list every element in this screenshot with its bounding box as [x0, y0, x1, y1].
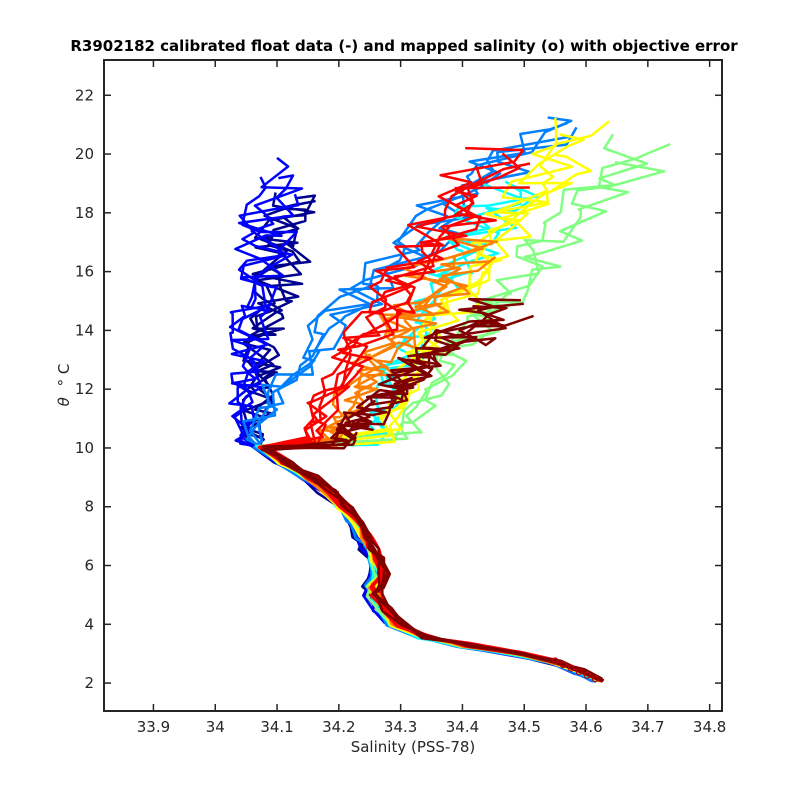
svg-text:θ ° C: θ ° C — [55, 364, 73, 407]
y-axis-label-symbol: θ — [55, 397, 73, 406]
y-tick-label: 2 — [84, 674, 94, 692]
profile-line — [260, 320, 603, 681]
x-tick-label: 34 — [206, 718, 225, 736]
mapped-salinity-marker — [559, 660, 567, 669]
y-tick-label: 8 — [84, 498, 94, 516]
x-tick-label: 34.6 — [569, 718, 602, 736]
y-tick-label: 12 — [75, 380, 94, 398]
y-tick-label: 14 — [75, 321, 94, 339]
y-tick-label: 22 — [75, 86, 94, 104]
profile-lines-clipped — [228, 116, 671, 684]
x-tick-label: 34.1 — [260, 718, 293, 736]
y-tick-label: 10 — [75, 439, 94, 457]
mapped-salinity-marker — [591, 675, 599, 683]
profile-lines — [228, 116, 671, 684]
x-axis: 33.9 34 34.1 34.2 34.3 34.4 34.5 34.6 34.7 34.8 — [137, 60, 726, 736]
profile-line — [265, 152, 603, 683]
x-tick-label: 34.4 — [446, 718, 479, 736]
x-axis-label: Salinity (PSS-78) — [351, 738, 476, 756]
x-tick-label: 34.7 — [631, 718, 664, 736]
y-tick-label: 20 — [75, 145, 94, 163]
y-tick-label: 4 — [84, 615, 94, 633]
x-tick-label: 34.3 — [384, 718, 417, 736]
chart-title: R3902182 calibrated float data (-) and m… — [70, 37, 738, 55]
mapped-salinity-marker — [551, 657, 559, 665]
y-axis-label-unit: ° C — [55, 364, 73, 387]
y-tick-label: 16 — [75, 263, 94, 281]
y-axis-label: θ ° C — [55, 364, 73, 407]
x-tick-label: 34.5 — [508, 718, 541, 736]
y-tick-label: 18 — [75, 204, 94, 222]
y-axis: 2 4 6 8 10 12 14 16 18 20 22 — [75, 86, 722, 692]
plot-frame — [103, 59, 723, 712]
mapped-salinity-marker — [575, 668, 583, 676]
y-tick-label: 6 — [84, 557, 94, 575]
x-tick-label: 34.8 — [693, 718, 726, 736]
profile-line — [258, 133, 649, 681]
profile-line — [260, 241, 602, 680]
x-tick-label: 34.2 — [322, 718, 355, 736]
mapped-salinity-marker — [583, 671, 591, 679]
mapped-salinity-marker — [567, 664, 575, 672]
profile-line — [230, 156, 593, 680]
x-tick-label: 33.9 — [137, 718, 170, 736]
